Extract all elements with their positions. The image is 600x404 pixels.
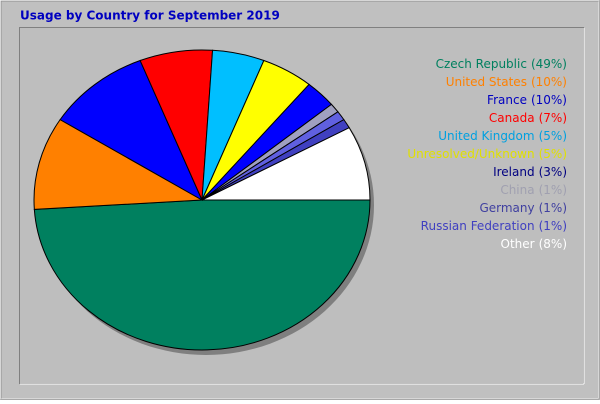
legend-entry: United Kingdom (5%) xyxy=(438,129,567,143)
legend-value: (7%) xyxy=(539,111,567,125)
legend-value: (10%) xyxy=(531,93,567,107)
chart-title: Usage by Country for September 2019 xyxy=(20,9,280,23)
pie xyxy=(33,49,371,351)
legend-entry: Germany (1%) xyxy=(479,201,567,215)
legend-entry: Czech Republic (49%) xyxy=(436,57,567,71)
legend-entry: Canada (7%) xyxy=(489,111,567,125)
legend-value: (1%) xyxy=(539,219,567,233)
legend-entry: Ireland (3%) xyxy=(493,165,567,179)
pie-slice xyxy=(33,118,204,210)
pie-slice xyxy=(59,59,204,202)
legend-entry: Russian Federation (1%) xyxy=(421,219,567,233)
legend-label: France xyxy=(487,93,527,107)
legend-label: Ireland xyxy=(493,165,535,179)
legend-value: (5%) xyxy=(539,147,567,161)
legend-value: (5%) xyxy=(539,129,567,143)
legend-entry: China (1%) xyxy=(500,183,567,197)
legend-value: (3%) xyxy=(539,165,567,179)
legend-label: Canada xyxy=(489,111,535,125)
legend-label: China xyxy=(500,183,534,197)
legend-label: United States xyxy=(446,75,527,89)
legend-value: (1%) xyxy=(539,201,567,215)
legend-entry: Unresolved/Unknown (5%) xyxy=(407,147,567,161)
legend-entry: Other (8%) xyxy=(501,237,567,251)
legend-label: Unresolved/Unknown xyxy=(407,147,534,161)
legend-value: (8%) xyxy=(539,237,567,251)
legend-value: (1%) xyxy=(539,183,567,197)
pie-slice xyxy=(33,199,371,351)
legend-label: United Kingdom xyxy=(438,129,534,143)
legend-value: (10%) xyxy=(531,75,567,89)
legend: Czech Republic (49%)United States (10%)Fra… xyxy=(407,57,567,251)
legend-label: Germany xyxy=(479,201,534,215)
legend-value: (49%) xyxy=(531,57,567,71)
legend-entry: France (10%) xyxy=(487,93,567,107)
legend-label: Other xyxy=(501,237,535,251)
legend-label: Czech Republic xyxy=(436,57,527,71)
legend-entry: United States (10%) xyxy=(446,75,567,89)
pie-slice xyxy=(201,127,371,201)
legend-label: Russian Federation xyxy=(421,219,535,233)
